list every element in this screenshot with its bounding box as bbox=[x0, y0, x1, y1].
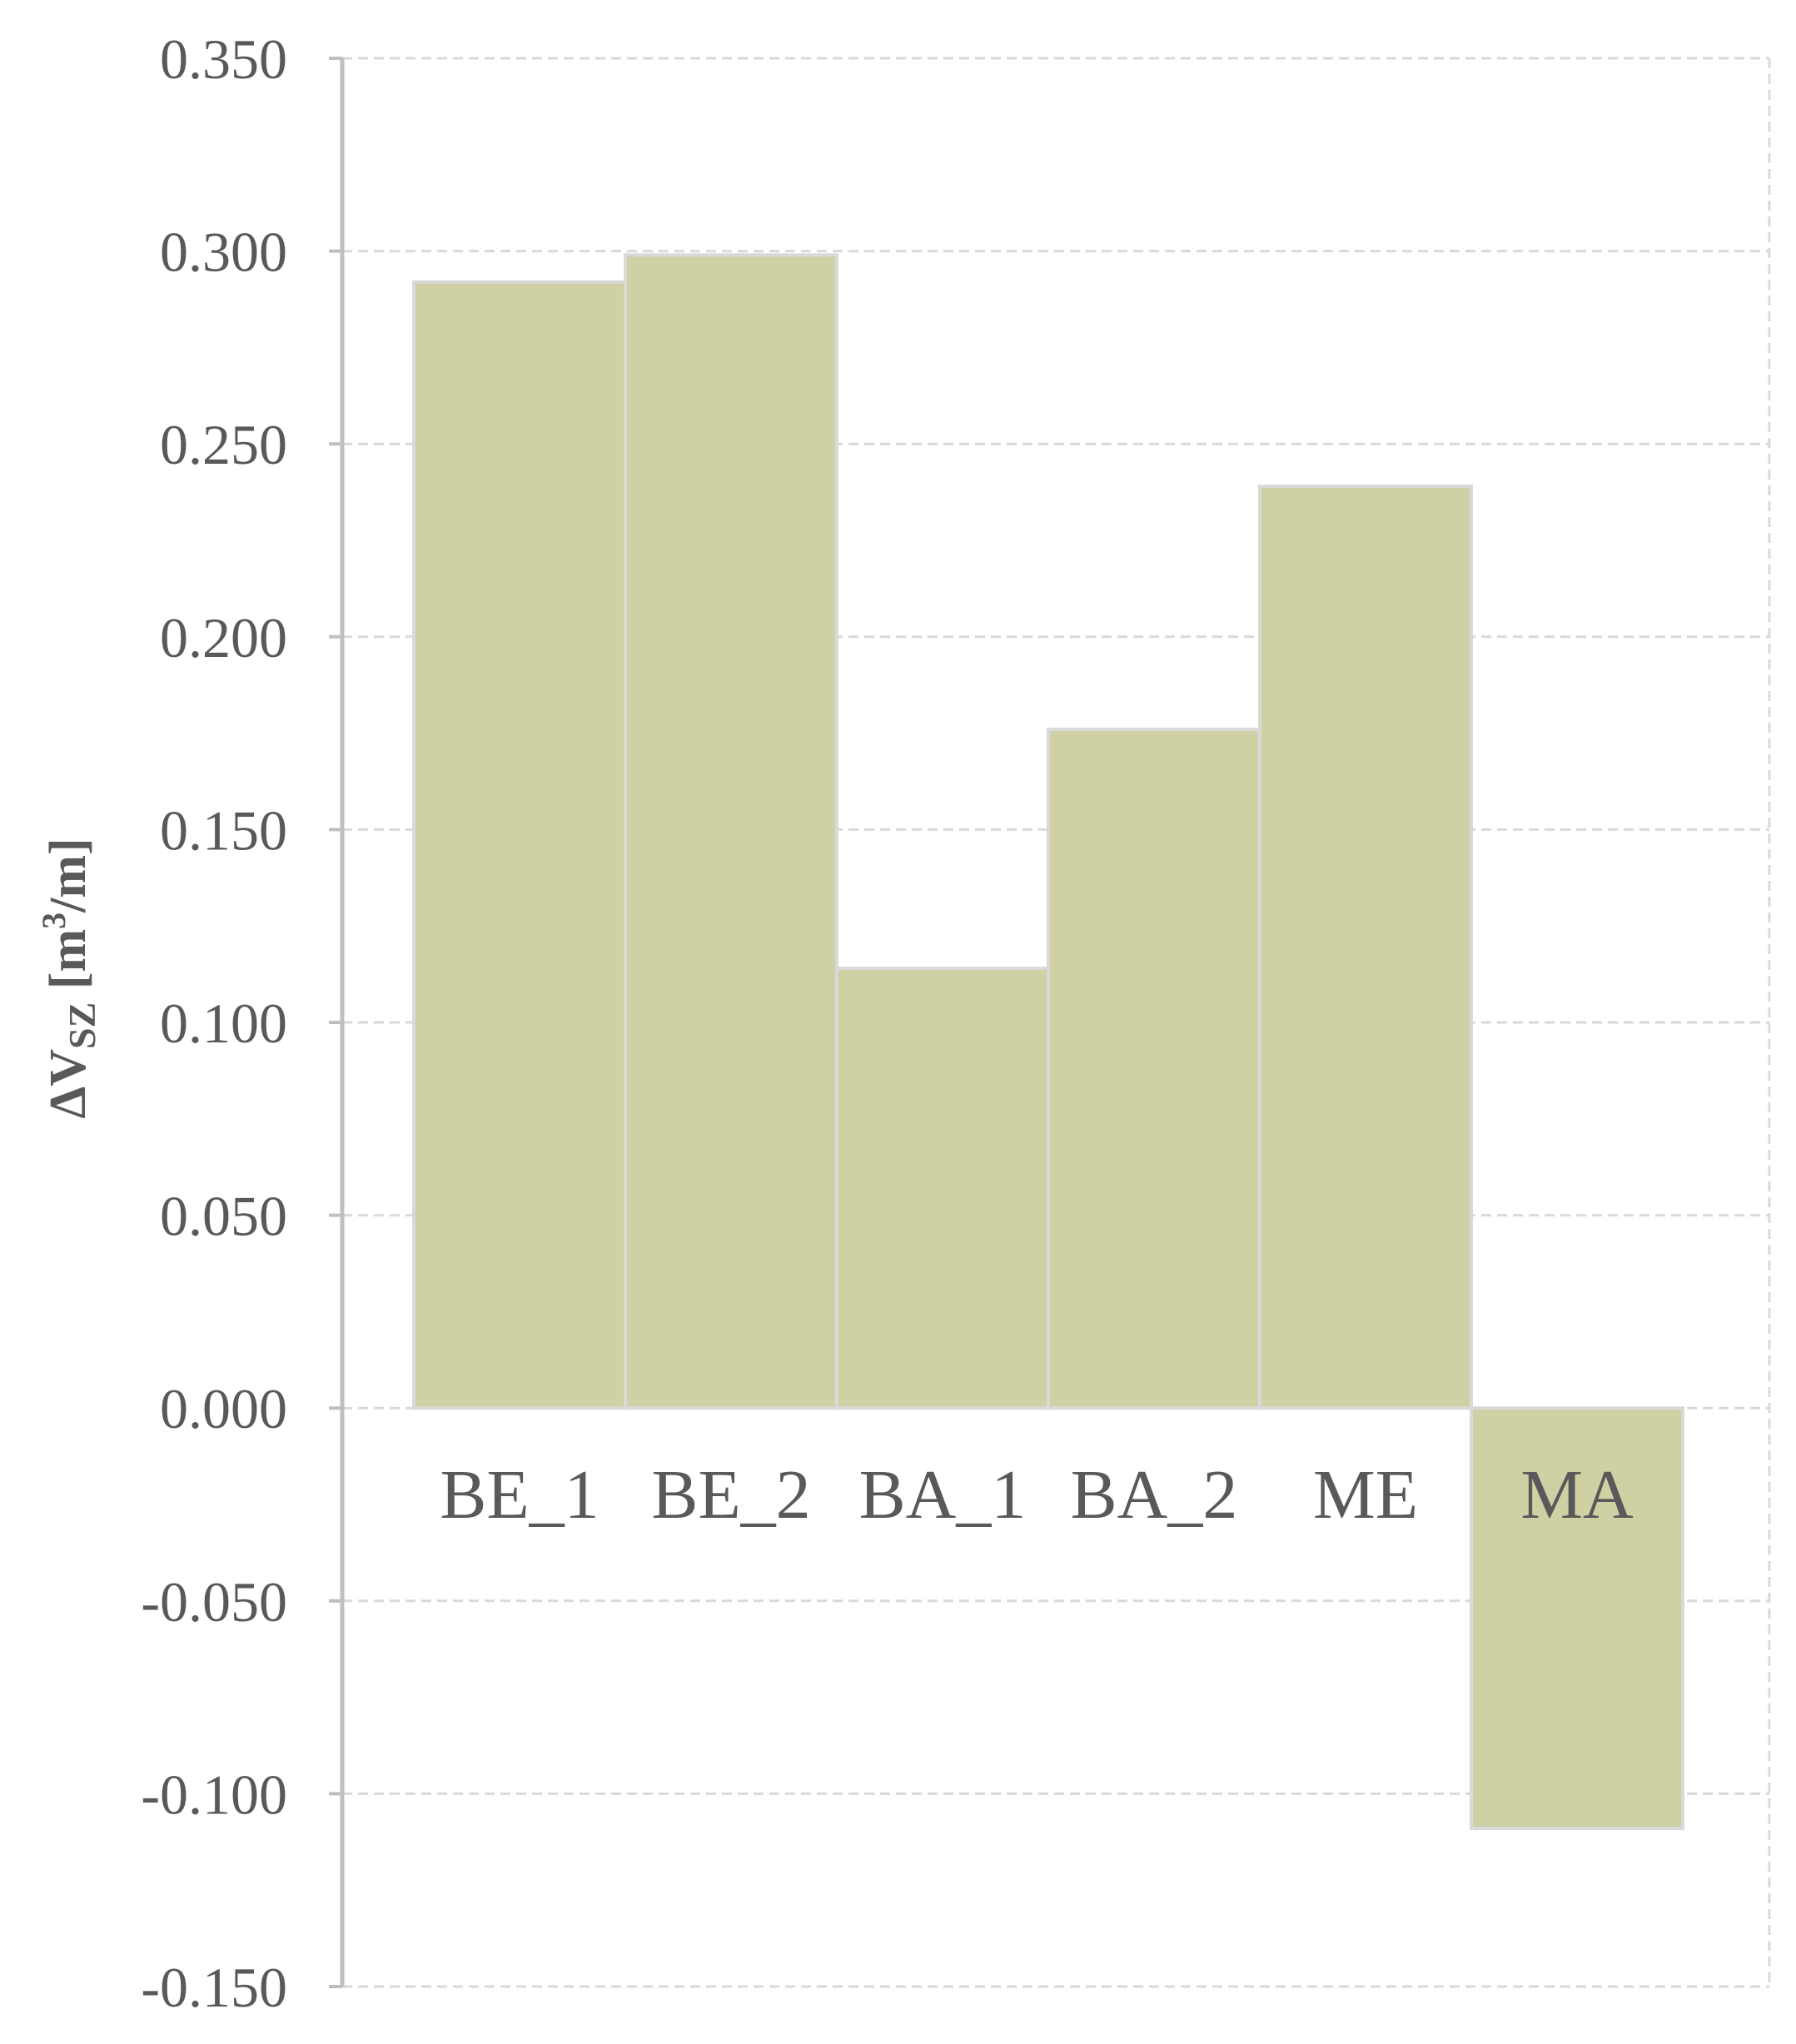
y-axis-label-subscript: SZ bbox=[61, 1002, 103, 1049]
bar-be-1 bbox=[412, 280, 627, 1410]
y-tick-labels: -0.150 -0.100 -0.050 0.000 0.050 0.100 0.150 0.… bbox=[141, 27, 287, 2019]
y-axis-label-unit-close: /m] bbox=[40, 838, 97, 913]
y-axis-label-unit-sup: 3 bbox=[35, 913, 72, 929]
category-label: BA_1 bbox=[859, 1456, 1027, 1534]
bars bbox=[412, 253, 1684, 1831]
y-axis bbox=[329, 57, 345, 1988]
y-tick-label: 0.350 bbox=[160, 27, 287, 91]
y-tick-label: -0.100 bbox=[141, 1763, 287, 1826]
category-label: MA bbox=[1520, 1456, 1634, 1534]
category-label: BE_2 bbox=[651, 1456, 810, 1534]
y-tick-label: 0.000 bbox=[160, 1377, 287, 1440]
category-label: BE_1 bbox=[440, 1456, 599, 1534]
category-label: BA_2 bbox=[1071, 1456, 1238, 1534]
y-tick-label: 0.250 bbox=[160, 413, 287, 476]
bar-be-2 bbox=[624, 253, 838, 1410]
bar-ba-1 bbox=[835, 967, 1050, 1410]
y-tick-label: 0.050 bbox=[160, 1185, 287, 1248]
category-label: ME bbox=[1313, 1456, 1418, 1534]
bar-ba-2 bbox=[1047, 727, 1261, 1410]
y-axis-label-unit-open: [m bbox=[40, 929, 97, 1002]
bar-me bbox=[1258, 485, 1473, 1410]
y-tick-label: -0.050 bbox=[141, 1570, 287, 1634]
category-labels: BE_1 BE_2 BA_1 BA_2 ME MA bbox=[440, 1456, 1634, 1534]
y-tick-label: 0.150 bbox=[160, 798, 287, 862]
y-axis-label-prefix: ΔV bbox=[40, 1049, 97, 1119]
y-tick-label: 0.300 bbox=[160, 221, 287, 284]
bar-ma bbox=[1470, 1406, 1684, 1831]
y-axis-label: ΔVSZ [m3/m] bbox=[35, 838, 103, 1118]
y-tick-label: -0.150 bbox=[141, 1956, 287, 2019]
y-tick-label: 0.200 bbox=[160, 606, 287, 669]
y-tick-label: 0.100 bbox=[160, 992, 287, 1055]
